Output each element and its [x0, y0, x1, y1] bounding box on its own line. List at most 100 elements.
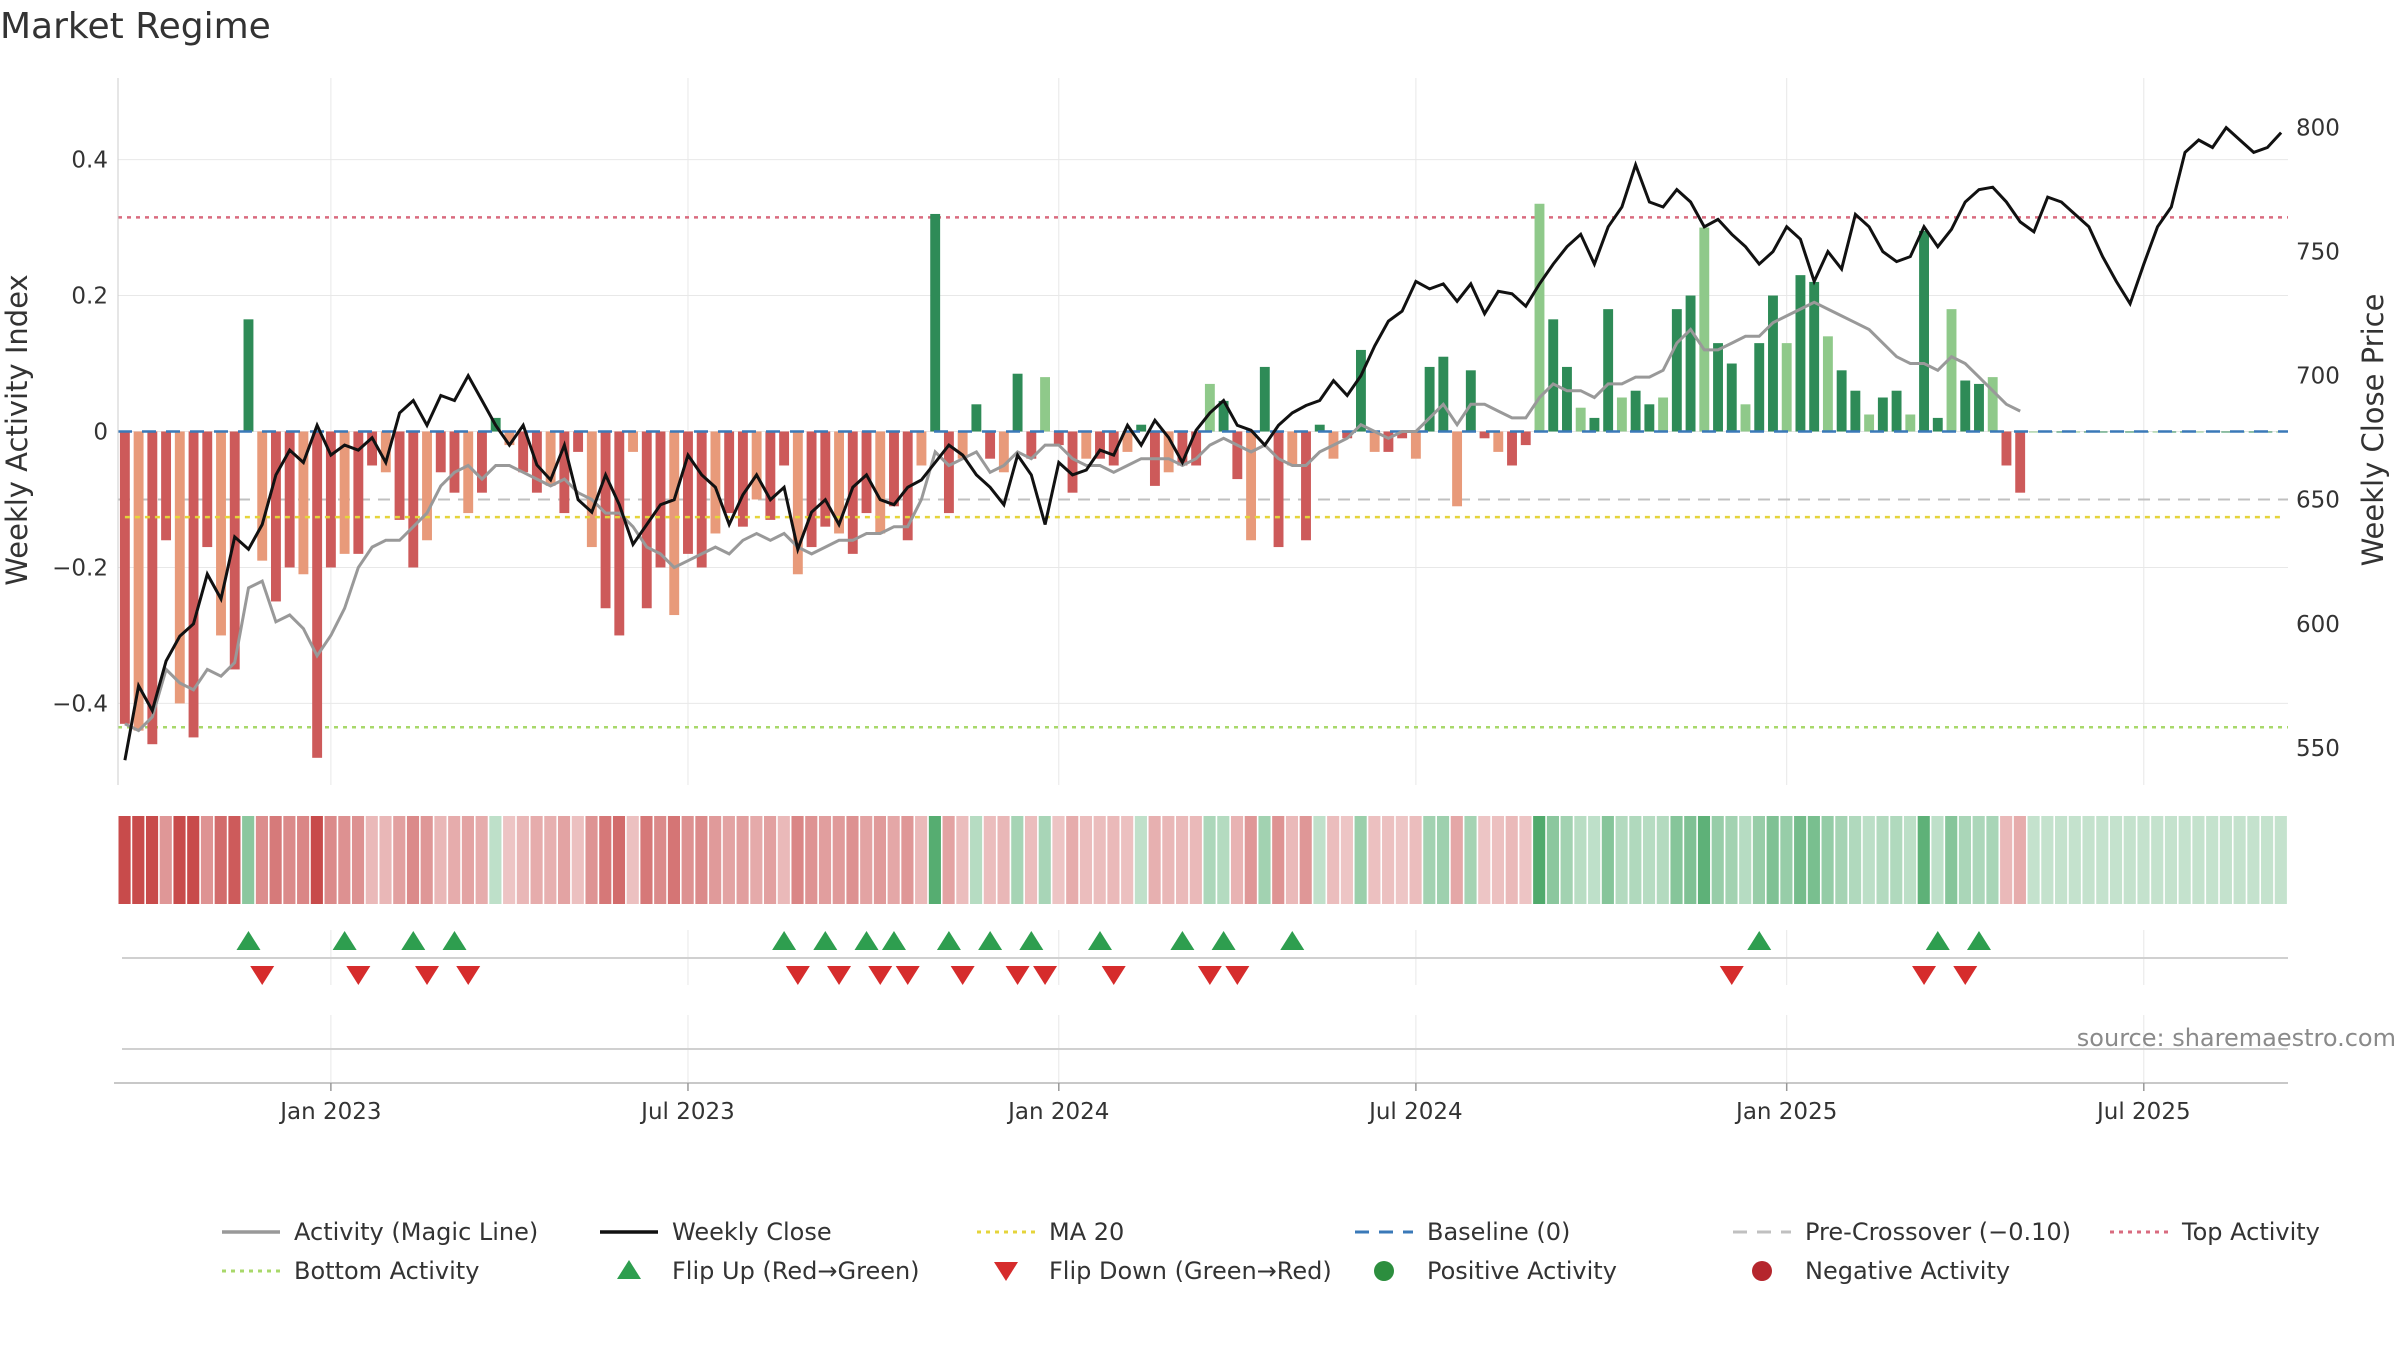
y-left-tick-label: −0.4	[52, 691, 108, 717]
legend-label: Bottom Activity	[294, 1257, 479, 1285]
heat-cell	[1862, 816, 1875, 904]
activity-bar	[641, 431, 652, 609]
activity-bar	[614, 431, 625, 636]
activity-bar	[380, 431, 391, 473]
activity-bar	[518, 431, 529, 473]
activity-bar	[1960, 380, 1971, 432]
activity-bar	[435, 431, 446, 473]
activity-bar	[1932, 417, 1943, 432]
heat-cell	[351, 816, 365, 904]
heat-cell	[1217, 816, 1230, 904]
flip-down-marker	[250, 966, 275, 985]
activity-bar	[1520, 431, 1531, 446]
activity-bar	[1095, 431, 1105, 459]
heat-cell	[860, 816, 873, 904]
activity-bar	[174, 431, 185, 704]
legend-item-neg: Negative Activity	[1752, 1257, 2010, 1285]
activity-bar	[1108, 431, 1119, 466]
flip-up-marker	[936, 931, 961, 950]
activity-bar	[367, 431, 378, 466]
heat-cell	[475, 816, 488, 904]
heat-cell	[750, 816, 763, 904]
flip-up-marker	[1747, 931, 1772, 950]
heat-cell	[1725, 816, 1738, 904]
activity-bar	[188, 431, 199, 738]
activity-bar	[1191, 431, 1202, 466]
activity-bar	[1919, 230, 1929, 432]
activity-bar	[1355, 349, 1366, 432]
activity-bar	[1603, 309, 1614, 432]
heat-cell	[681, 816, 694, 904]
heat-cell	[1931, 816, 1944, 904]
activity-bar	[147, 431, 158, 745]
heat-cell	[901, 816, 914, 904]
heat-cell	[159, 816, 172, 904]
legend-label: Weekly Close	[672, 1218, 832, 1246]
heat-cell	[2096, 816, 2109, 904]
heat-cell	[571, 816, 584, 904]
y-axis-left-title: Weekly Activity Index	[0, 274, 34, 585]
heat-cell	[557, 816, 571, 904]
heat-cell	[654, 816, 667, 904]
heat-cell	[1340, 816, 1353, 904]
heat-cell	[200, 816, 214, 904]
activity-bar	[696, 431, 707, 568]
heat-cell	[1560, 816, 1573, 904]
x-tick-label: Jul 2025	[2095, 1099, 2191, 1125]
heat-cell	[1189, 816, 1202, 904]
activity-bar	[1342, 431, 1353, 439]
heat-cell	[626, 816, 639, 904]
heat-cell	[283, 816, 296, 904]
activity-bar	[1232, 431, 1243, 480]
activity-bar	[1630, 390, 1641, 432]
activity-bar	[1177, 431, 1188, 466]
heat-cell	[1821, 816, 1834, 904]
heat-cell	[1409, 816, 1422, 904]
legend-item-baseline: Baseline (0)	[1355, 1218, 1570, 1246]
activity-bar	[545, 431, 556, 486]
heat-cell	[489, 816, 502, 904]
activity-bar	[1040, 377, 1051, 432]
heat-cell	[791, 816, 804, 904]
activity-bar	[339, 431, 350, 554]
y-right-tick-label: 700	[2296, 364, 2340, 390]
heat-cell	[2027, 816, 2040, 904]
heat-cell	[1464, 816, 1477, 904]
heat-cell	[461, 816, 474, 904]
heat-cell	[1739, 816, 1752, 904]
activity-bar	[1671, 309, 1682, 432]
activity-bar	[216, 431, 226, 636]
heat-cell	[612, 816, 626, 904]
activity-bar	[2001, 431, 2012, 466]
activity-bar	[1465, 370, 1476, 432]
activity-bar	[1026, 431, 1037, 459]
activity-bar	[559, 431, 570, 514]
heat-cell	[1382, 816, 1395, 904]
activity-bar	[422, 431, 432, 541]
heat-cell	[2055, 816, 2068, 904]
heat-cell	[132, 816, 145, 904]
flip-down-marker	[895, 966, 920, 985]
y-right-tick-label: 800	[2296, 116, 2340, 142]
activity-bar	[1616, 397, 1627, 432]
flip-down-marker	[456, 966, 481, 985]
flip-up-marker	[1925, 931, 1950, 950]
flip-down-marker	[827, 966, 852, 985]
activity-bar	[394, 431, 405, 520]
heat-cell	[599, 816, 612, 904]
activity-bar	[1136, 424, 1147, 432]
activity-bar	[1012, 373, 1023, 432]
activity-bars	[119, 203, 2287, 758]
heat-cell	[255, 816, 268, 904]
heat-cell	[2178, 816, 2191, 904]
heat-cell	[1327, 816, 1340, 904]
legend-item-bottom: Bottom Activity	[222, 1257, 479, 1285]
heat-cell	[145, 816, 159, 904]
activity-bar	[943, 431, 954, 514]
y-left-tick-label: 0	[93, 420, 108, 446]
heat-cell	[448, 816, 461, 904]
activity-bar	[1287, 431, 1298, 466]
x-tick-label: Jan 2023	[278, 1099, 381, 1125]
activity-bar	[806, 431, 817, 548]
x-tick-label: Jul 2024	[1367, 1099, 1463, 1125]
